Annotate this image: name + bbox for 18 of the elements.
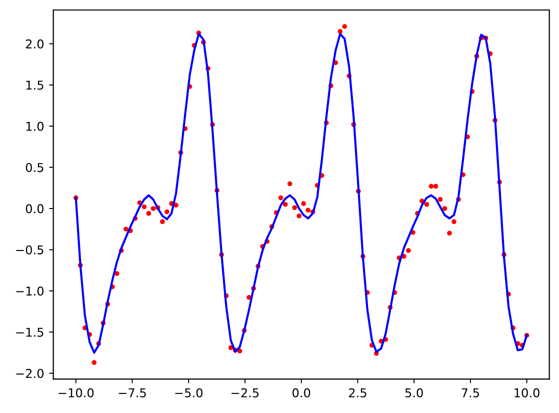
x-tick-label: −5.0 xyxy=(175,388,202,398)
x-tick-label: −2.5 xyxy=(232,388,259,398)
x-tick-label: 5.0 xyxy=(405,388,423,398)
x-tick-label: −7.5 xyxy=(118,388,146,398)
x-tick-label: −10.0 xyxy=(58,388,94,398)
x-tick-label: 2.5 xyxy=(348,388,366,398)
y-tick-label: 0.5 xyxy=(26,162,44,172)
y-tick-label: −0.5 xyxy=(16,245,44,254)
x-tick-label: 7.5 xyxy=(462,388,479,398)
y-tick-label: −1.5 xyxy=(16,328,44,337)
y-tick-label: −2.0 xyxy=(16,368,44,378)
y-tick-label: 1.0 xyxy=(26,122,44,131)
y-tick-label: 2.0 xyxy=(26,39,44,49)
x-tick-label: 10.0 xyxy=(514,388,540,398)
x-tick-label: 0.0 xyxy=(292,388,310,398)
y-tick-label: −1.0 xyxy=(16,286,44,296)
y-tick-label: 1.5 xyxy=(26,80,44,90)
y-tick-label: 0.0 xyxy=(26,204,44,214)
